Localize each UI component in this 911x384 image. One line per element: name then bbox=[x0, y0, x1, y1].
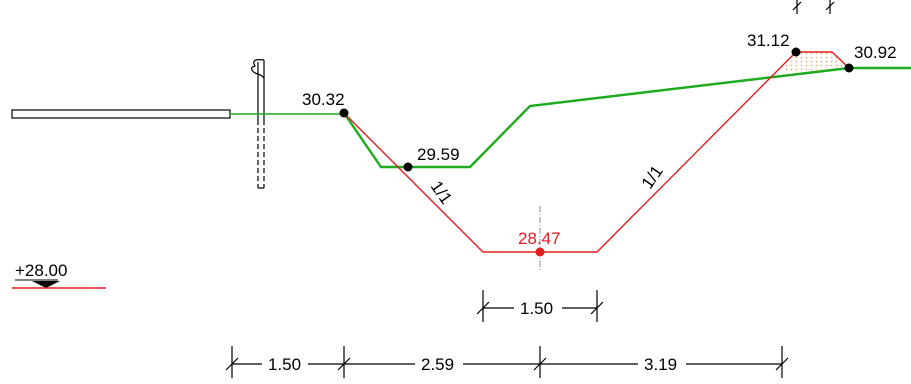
point-left-top bbox=[339, 108, 349, 118]
point-inner-berm bbox=[403, 162, 413, 172]
slope-right: 1/1 bbox=[638, 162, 667, 192]
elev-right-ground: 30.92 bbox=[854, 43, 897, 62]
fill-zone bbox=[780, 52, 847, 72]
dim-bottom-width-label: 1.50 bbox=[520, 299, 553, 318]
point-right-ground bbox=[844, 63, 854, 73]
excavation-profile bbox=[343, 51, 850, 253]
point-right-top bbox=[791, 47, 801, 57]
elev-bottom: 28.47 bbox=[518, 229, 561, 248]
point-bottom bbox=[535, 247, 545, 257]
top-dimension-ticks bbox=[792, 0, 835, 14]
dim-seg-3-label: 3.19 bbox=[644, 355, 677, 374]
guard-rail-post bbox=[250, 59, 265, 189]
datum-marker: +28.00 bbox=[12, 261, 106, 289]
dimension-chain bbox=[225, 346, 789, 378]
road-slab bbox=[11, 109, 231, 119]
datum-label: +28.00 bbox=[15, 261, 67, 280]
dimension-bottom-width bbox=[476, 290, 604, 322]
elev-inner-berm: 29.59 bbox=[417, 145, 460, 164]
elev-right-top: 31.12 bbox=[747, 31, 790, 50]
ground-line bbox=[230, 66, 911, 169]
elev-left-top: 30.32 bbox=[302, 90, 345, 109]
slope-left: 1/1 bbox=[427, 177, 456, 207]
dim-seg-2-label: 2.59 bbox=[421, 355, 454, 374]
dim-seg-1-label: 1.50 bbox=[268, 355, 301, 374]
